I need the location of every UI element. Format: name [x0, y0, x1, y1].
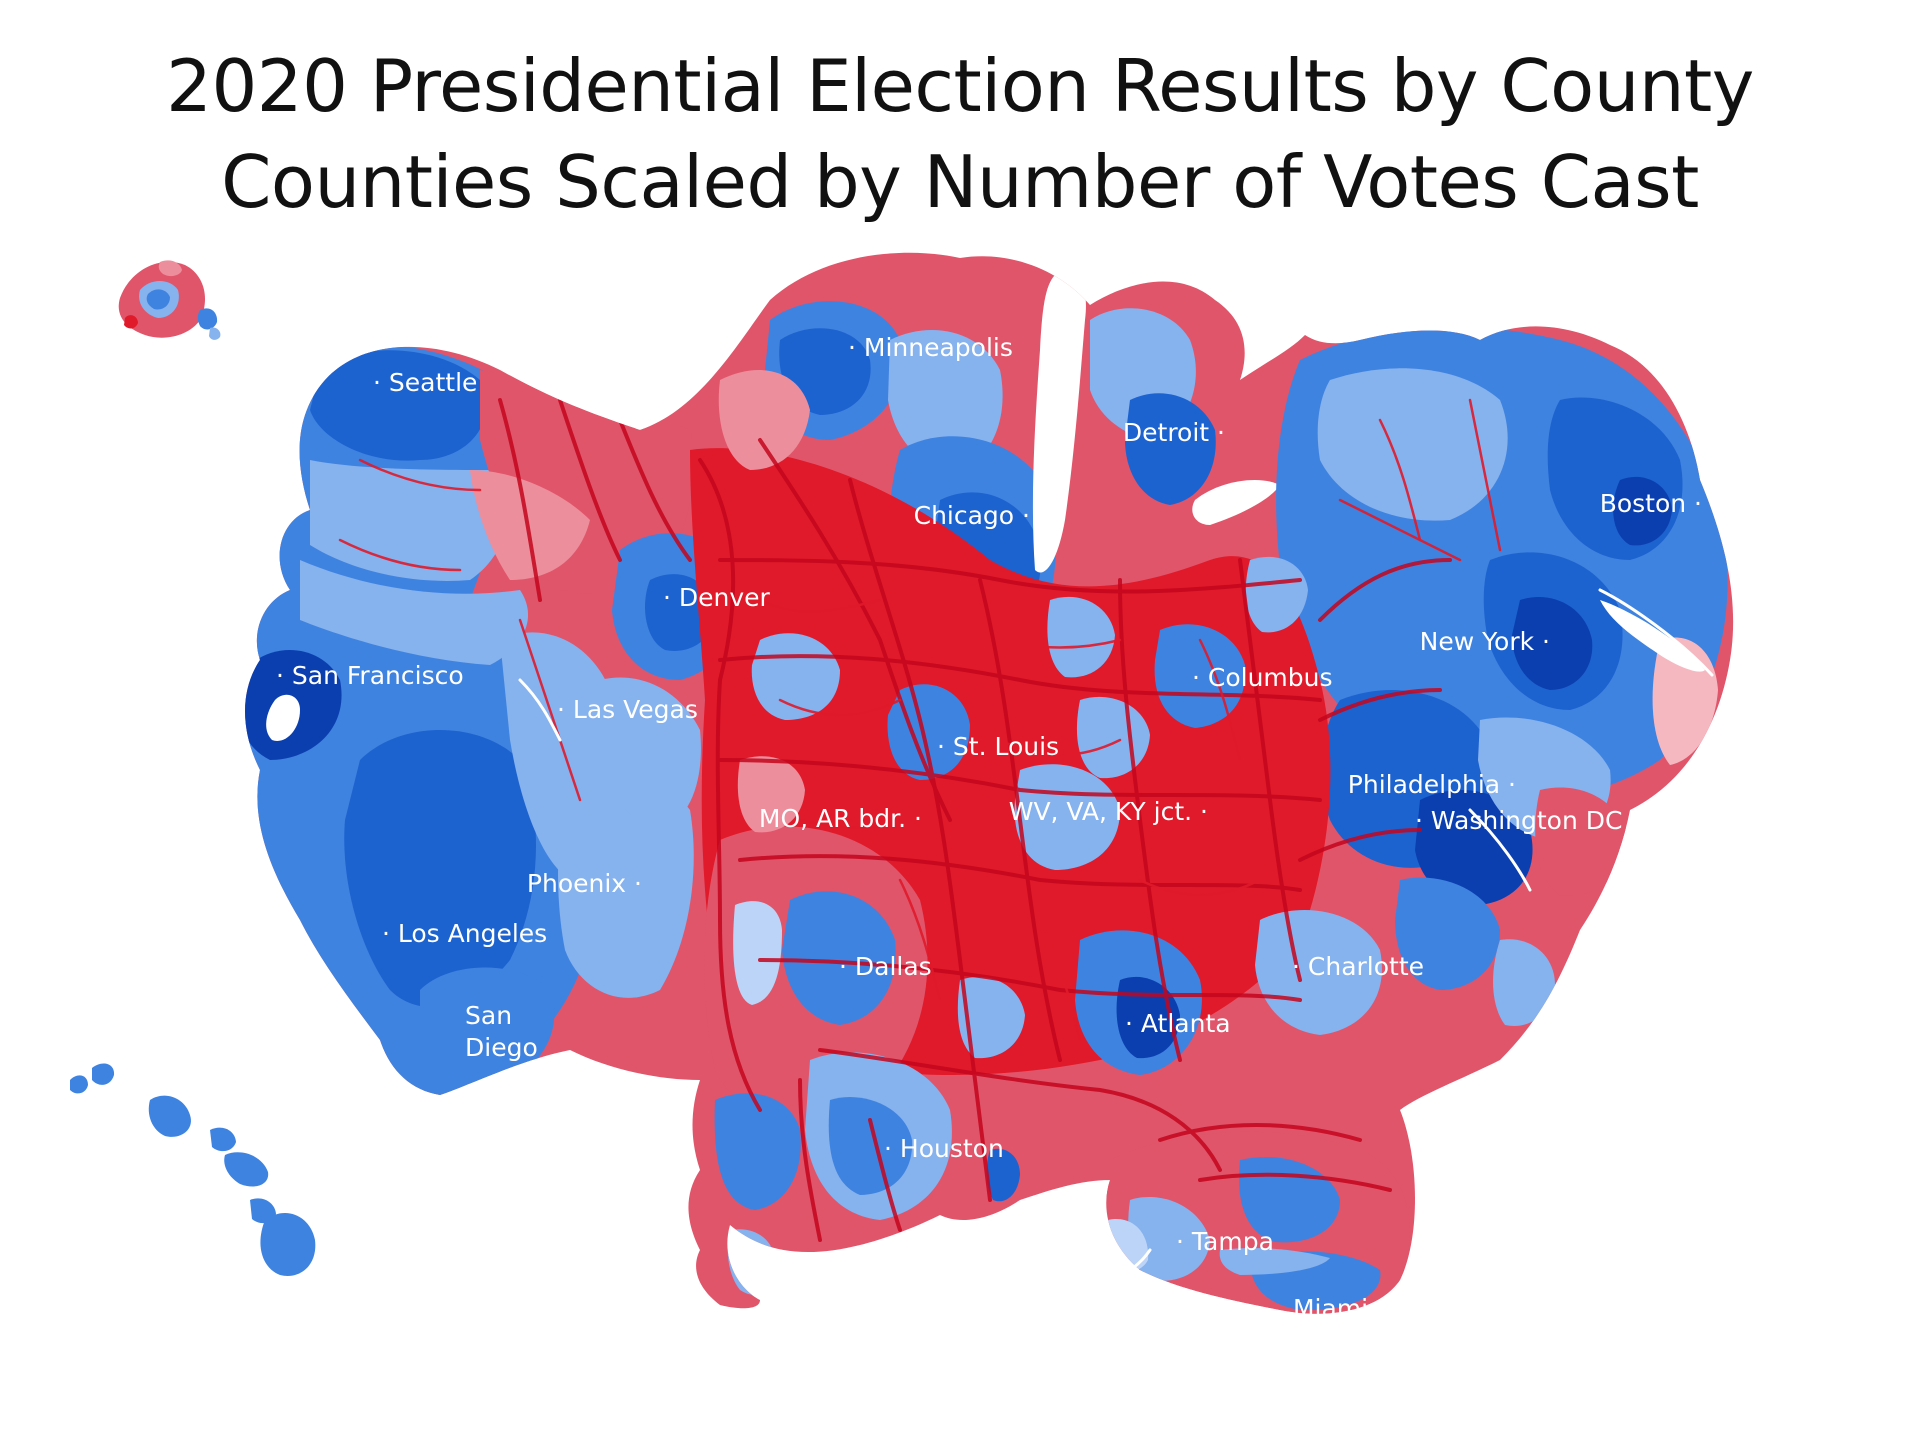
- city-label-st-louis: · St. Louis: [937, 732, 1059, 761]
- city-label-los-angeles: · Los Angeles: [382, 919, 547, 948]
- city-label-houston: · Houston: [884, 1134, 1004, 1163]
- alaska-shape: [118, 260, 221, 340]
- florida-light-band: [1219, 1247, 1330, 1275]
- houston-core: [828, 1096, 913, 1195]
- city-label-denver: · Denver: [663, 583, 771, 612]
- st-louis-region: [887, 684, 970, 780]
- san-antonio-region: [714, 1093, 801, 1210]
- city-label-phoenix: Phoenix ·: [527, 869, 642, 898]
- city-label-boston: Boston ·: [1600, 489, 1702, 518]
- washington-dc-region: [1415, 790, 1533, 905]
- city-label-charlotte: · Charlotte: [1292, 952, 1424, 981]
- san-diego-region: [420, 967, 555, 1086]
- city-label-detroit: Detroit ·: [1123, 418, 1225, 447]
- carolina-coast: [1493, 939, 1555, 1026]
- charlotte-region: [1255, 910, 1382, 1035]
- lake-michigan: [1032, 272, 1086, 573]
- city-label-philadelphia: Philadelphia ·: [1348, 770, 1516, 799]
- long-island-gap: [1600, 600, 1705, 672]
- hawaii-islands: [70, 1063, 316, 1276]
- missouri-pink: [737, 756, 805, 833]
- city-label-wv-va-ky-jct: WV, VA, KY jct. ·: [1009, 797, 1208, 826]
- boston-core: [1613, 476, 1672, 546]
- dallas-region: [782, 891, 896, 1025]
- indiana-light: [1047, 596, 1115, 678]
- city-label-seattle: · Seattle: [373, 368, 477, 397]
- county-blobs: [245, 272, 1728, 1314]
- city-label-new-york: New York ·: [1420, 627, 1550, 656]
- virginia-red: [1535, 787, 1630, 896]
- city-label-diego: Diego: [465, 1033, 538, 1062]
- city-label-tampa: · Tampa: [1176, 1227, 1274, 1256]
- title-line-2: Counties Scaled by Number of Votes Cast: [221, 140, 1699, 224]
- city-label-washington-dc: · Washington DC: [1415, 806, 1622, 835]
- carolina-light: [1395, 877, 1500, 990]
- wisconsin-light: [888, 330, 1003, 470]
- upstate-light: [1317, 368, 1508, 521]
- city-label-san: San: [465, 1001, 512, 1030]
- oregon-band: [300, 560, 529, 665]
- city-label-columbus: · Columbus: [1192, 663, 1333, 692]
- city-label-miami: Miami ·: [1293, 1294, 1384, 1323]
- city-label-atlanta: · Atlanta: [1125, 1009, 1231, 1038]
- lake-erie: [1192, 480, 1280, 525]
- city-label-minneapolis: · Minneapolis: [848, 333, 1013, 362]
- la-region: [344, 730, 537, 1007]
- atlanta-core: [1116, 976, 1180, 1059]
- city-labels: · Seattle · Minneapolis Detroit · Boston · C…: [276, 333, 1702, 1323]
- mainland-shape: [245, 252, 1734, 1314]
- texas-dark: [986, 1148, 1020, 1202]
- utah-light: [595, 677, 701, 830]
- plains-pink: [718, 370, 810, 470]
- city-label-las-vegas: · Las Vegas: [557, 695, 698, 724]
- county-boundaries-fine: [338, 398, 1502, 1042]
- title-line-1: 2020 Presidential Election Results by Co…: [166, 44, 1754, 128]
- city-label-chicago: Chicago ·: [914, 501, 1030, 530]
- city-label-dallas: · Dallas: [839, 952, 932, 981]
- new-york-core: [1512, 596, 1593, 690]
- seattle-region: [310, 350, 487, 461]
- coast-gaps: [518, 588, 1714, 1282]
- city-label-san-francisco: · San Francisco: [276, 661, 464, 690]
- idaho-band: [470, 470, 590, 580]
- tampa-region: [1128, 1196, 1210, 1281]
- columbus-region: [1154, 624, 1246, 728]
- west-texas-pale: [733, 901, 782, 1005]
- county-boundaries: [498, 398, 1452, 1242]
- ohio-light: [1245, 556, 1308, 633]
- map-title: 2020 Presidential Election Results by Co…: [0, 38, 1920, 230]
- alabama-light: [957, 976, 1025, 1059]
- detroit-region: [1125, 393, 1216, 505]
- sf-bay-water: [266, 694, 300, 741]
- city-label-mo-ar-bdr: MO, AR bdr. ·: [759, 804, 922, 833]
